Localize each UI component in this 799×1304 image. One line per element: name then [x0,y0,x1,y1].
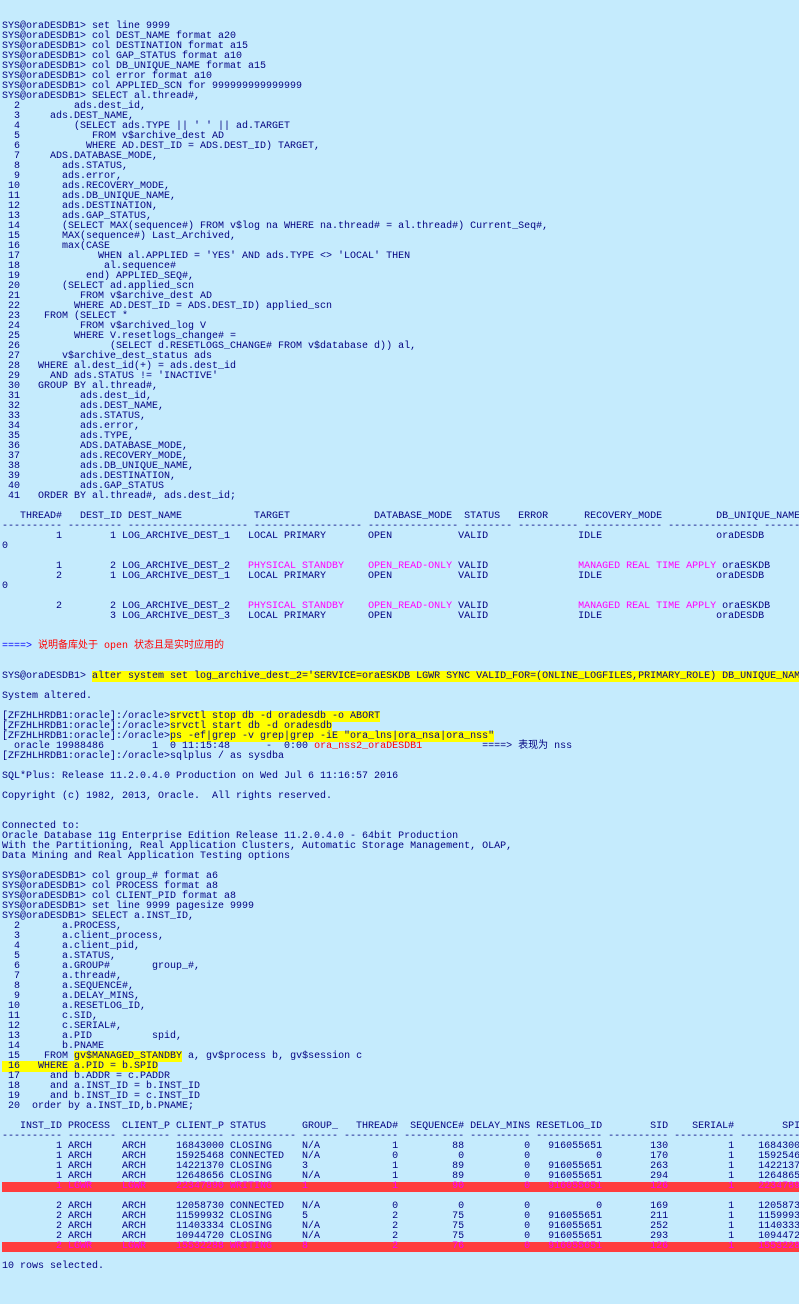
table-row: 1 1 LOG_ARCHIVE_DEST_1 LOCAL PRIMARY OPE… [2,532,799,542]
table-row: 1 ARCH ARCH 15925468 CONNECTED N/A 0 0 0… [2,1152,799,1162]
banner-line [2,802,799,812]
sql-line [2,1112,799,1122]
table-row: 2 1 LOG_ARCHIVE_DEST_1 LOCAL PRIMARY OPE… [2,572,799,582]
sql-line: 6 a.GROUP# group_#, [2,962,799,972]
sql-line: 41 ORDER BY al.thread#, ads.dest_id; [2,492,799,502]
table-row-highlight: 2 LGWR LGWR 15532288 WRITING 8 2 76 0 91… [2,1242,799,1252]
sql-line: 10 a.RESETLOG_ID, [2,1002,799,1012]
table-row: 2 ARCH ARCH 10944720 CLOSING N/A 2 75 0 … [2,1232,799,1242]
sql-line: 18 and a.INST_ID = b.INST_ID [2,1082,799,1092]
sql-line: 4 a.client_pid, [2,942,799,952]
note-line: ====> 说明备库处于 open 状态且是实时应用的 [2,642,799,652]
sys-altered: System altered. [2,692,799,702]
table-row: 2 ARCH ARCH 12058730 CONNECTED N/A 0 0 0… [2,1202,799,1212]
sql-line: 13 a.PID spid, [2,1032,799,1042]
sql-line: 9 a.DELAY_MINS, [2,992,799,1002]
sql-line: 20 order by a.INST_ID,b.PNAME; [2,1102,799,1112]
table-row [2,1192,799,1202]
table-row: 1 ARCH ARCH 16843000 CLOSING N/A 1 88 0 … [2,1142,799,1152]
table-row: 1 2 LOG_ARCHIVE_DEST_2 PHYSICAL STANDBY … [2,552,799,572]
table-header: INST_ID PROCESS CLIENT_P CLIENT_P STATUS… [2,1122,799,1132]
sql-line: 11 c.SID, [2,1012,799,1022]
table-row-highlight: 1 LGWR LGWR 22347890 WRITING 1 1 90 0 91… [2,1182,799,1192]
banner-line: SQL*Plus: Release 11.2.0.4.0 Production … [2,772,799,782]
sql-line: 16 WHERE a.PID = b.SPID [2,1062,799,1072]
sql-line: 15 MAX(sequence#) Last_Archived, [2,232,799,242]
table-row: 3 LOG_ARCHIVE_DEST_3 LOCAL PRIMARY OPEN … [2,612,799,622]
table-row: 2 2 LOG_ARCHIVE_DEST_2 PHYSICAL STANDBY … [2,592,799,612]
table-row: 2 ARCH ARCH 11403334 CLOSING N/A 2 75 0 … [2,1222,799,1232]
table-row: 0 [2,542,799,552]
sql-line: 7 a.thread#, [2,972,799,982]
banner-line: Copyright (c) 1982, 2013, Oracle. All ri… [2,792,799,802]
banner-line [2,812,799,822]
sql-line: 12 c.SERIAL#, [2,1022,799,1032]
table-row: 2 ARCH ARCH 11599932 CLOSING 5 2 75 0 91… [2,1212,799,1222]
table-row: 1 ARCH ARCH 12648656 CLOSING N/A 1 89 0 … [2,1172,799,1182]
banner-line: Data Mining and Real Application Testing… [2,852,799,862]
rows-selected: 10 rows selected. [2,1262,799,1272]
table-sep: ---------- -------- -------- -------- --… [2,1132,799,1142]
terminal-output: SYS@oraDESDB1> set line 9999SYS@oraDESDB… [2,22,799,1272]
sql-alter: SYS@oraDESDB1> alter system set log_arch… [2,672,799,682]
sql-line: 17 and b.ADDR = c.PADDR [2,1072,799,1082]
sql-line: 5 a.STATUS, [2,952,799,962]
sql-line: 19 and b.INST_ID = c.INST_ID [2,1092,799,1102]
cmd-line: [ZFZHLHRDB1:oracle]:/oracle>sqlplus / as… [2,752,799,762]
table-row: 1 ARCH ARCH 14221370 CLOSING 3 1 89 0 91… [2,1162,799,1172]
table-row: 0 [2,582,799,592]
sql-line: 8 a.SEQUENCE#, [2,982,799,992]
